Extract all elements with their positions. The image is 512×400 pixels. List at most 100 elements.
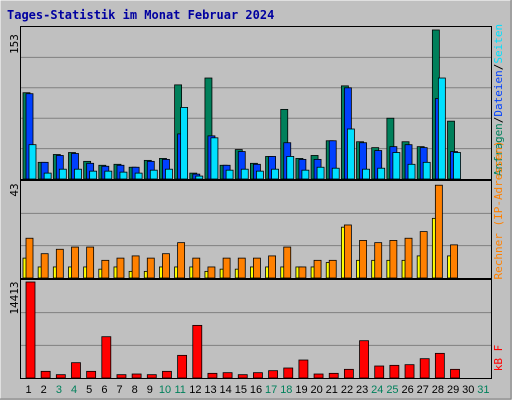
visits-bar-besuche-2 xyxy=(40,253,49,279)
visits-bar-besuche-7 xyxy=(116,257,125,279)
volume-bar-kb-f-1 xyxy=(25,281,36,379)
hits-bar-seiten-14 xyxy=(225,169,234,180)
hits-bar-seiten-16 xyxy=(256,170,264,180)
visits-bar-besuche-14 xyxy=(222,257,231,279)
volume-bar-kb-f-7 xyxy=(116,374,127,379)
visits-bar-besuche-29 xyxy=(450,244,458,279)
x-tick-label: 3 xyxy=(56,384,62,396)
x-tick-label: 19 xyxy=(295,384,307,396)
bars xyxy=(22,29,461,379)
hits-bar-seiten-23 xyxy=(362,168,370,180)
visits-bar-besuche-8 xyxy=(131,255,140,279)
hits-bar-seiten-21 xyxy=(331,167,340,180)
x-tick-label: 7 xyxy=(116,384,122,396)
x-tick-label: 6 xyxy=(101,384,107,396)
visits-bar-besuche-18 xyxy=(283,246,292,279)
x-tick-label: 4 xyxy=(71,384,77,396)
hits-bar-seiten-9 xyxy=(149,169,158,180)
volume-bar-kb-f-24 xyxy=(374,365,385,379)
hits-panel-frame xyxy=(20,26,492,180)
visits-bar-besuche-1 xyxy=(25,237,34,279)
volume-bar-kb-f-27 xyxy=(419,358,430,379)
hits-legend-part-4: Seiten xyxy=(492,24,505,64)
x-tick-label: 27 xyxy=(417,384,429,396)
volume-bar-kb-f-19 xyxy=(298,359,309,379)
hits-bar-seiten-26 xyxy=(407,163,416,180)
visits-ymax-label: 43 xyxy=(8,183,21,196)
volume-bar-kb-f-13 xyxy=(207,372,218,379)
volume-legend-part-0: kB F xyxy=(492,345,505,372)
hits-bar-seiten-18 xyxy=(286,156,295,180)
x-tick-label: 9 xyxy=(147,384,153,396)
hits-bar-seiten-4 xyxy=(74,168,82,180)
volume-bar-kb-f-14 xyxy=(222,372,233,379)
visits-bar-besuche-9 xyxy=(146,257,155,279)
visits-bar-besuche-25 xyxy=(389,240,398,279)
panel-frames xyxy=(20,26,492,379)
hits-bar-seiten-13 xyxy=(210,137,219,180)
hits-bar-seiten-15 xyxy=(240,168,249,180)
volume-bar-kb-f-25 xyxy=(389,364,400,379)
x-tick-label: 23 xyxy=(356,384,368,396)
visits-bar-besuche-27 xyxy=(419,231,428,279)
volume-bar-kb-f-26 xyxy=(404,364,415,379)
x-tick-label: 5 xyxy=(86,384,92,396)
volume-bar-kb-f-3 xyxy=(55,374,66,379)
x-tick-label: 25 xyxy=(386,384,398,396)
volume-bar-kb-f-5 xyxy=(86,370,97,379)
hits-bar-seiten-12 xyxy=(195,175,204,180)
visits-bar-besuche-19 xyxy=(298,266,307,279)
hits-bar-seiten-22 xyxy=(346,128,355,180)
gridlines xyxy=(21,56,491,346)
visits-bar-besuche-24 xyxy=(374,242,383,279)
visits-bar-besuche-23 xyxy=(359,240,367,279)
visits-bar-besuche-16 xyxy=(253,257,261,279)
x-tick-label: 18 xyxy=(280,384,292,396)
chart-title: Tages-Statistik im Monat Februar 2024 xyxy=(7,8,274,22)
hits-legend-part-0: Anfragen xyxy=(492,123,505,176)
volume-bar-kb-f-20 xyxy=(313,373,324,379)
x-tick-label: 2 xyxy=(41,384,47,396)
visits-bar-besuche-4 xyxy=(71,246,79,279)
volume-ymax-label: 14413 xyxy=(8,281,21,314)
volume-bar-kb-f-16 xyxy=(253,372,263,379)
x-tick-label: 13 xyxy=(204,384,216,396)
hits-bar-seiten-17 xyxy=(271,168,279,180)
x-tick-label: 22 xyxy=(341,384,353,396)
visits-legend-label: Rechner (IP-Adressen) xyxy=(492,140,505,279)
volume-legend-label: kB F xyxy=(492,345,505,372)
hits-bar-seiten-29 xyxy=(453,152,461,180)
hits-legend-part-1: / xyxy=(492,117,505,124)
hits-bar-seiten-19 xyxy=(301,169,310,180)
x-tick-label: 17 xyxy=(265,384,277,396)
x-tick-label: 8 xyxy=(132,384,138,396)
hits-legend-part-3: / xyxy=(492,64,505,71)
volume-bar-kb-f-11 xyxy=(177,354,188,379)
x-tick-label: 20 xyxy=(311,384,323,396)
x-tick-label: 31 xyxy=(477,384,489,396)
volume-bar-kb-f-18 xyxy=(283,367,294,379)
x-tick-label: 16 xyxy=(250,384,262,396)
x-tick-label: 1 xyxy=(26,384,32,396)
hits-bar-seiten-10 xyxy=(165,168,173,180)
hits-bar-seiten-8 xyxy=(134,172,143,180)
visits-bar-besuche-20 xyxy=(313,259,322,279)
volume-bar-kb-f-21 xyxy=(328,372,339,379)
x-tick-label: 28 xyxy=(432,384,444,396)
visits-bar-besuche-13 xyxy=(207,266,216,279)
hits-bar-seiten-20 xyxy=(316,166,325,180)
visits-bar-besuche-21 xyxy=(328,259,337,279)
volume-bar-kb-f-15 xyxy=(237,374,248,379)
hits-legend-part-2: Dateien xyxy=(492,70,505,116)
visits-bar-besuche-17 xyxy=(268,255,276,279)
visits-bar-besuche-5 xyxy=(86,246,95,279)
visits-bar-besuche-10 xyxy=(162,253,170,279)
volume-bar-kb-f-9 xyxy=(146,374,157,379)
visits-bar-besuche-11 xyxy=(177,242,186,279)
x-tick-label: 29 xyxy=(447,384,459,396)
visits-bar-besuche-22 xyxy=(343,224,352,279)
x-tick-label: 21 xyxy=(326,384,338,396)
x-tick-label: 10 xyxy=(159,384,171,396)
